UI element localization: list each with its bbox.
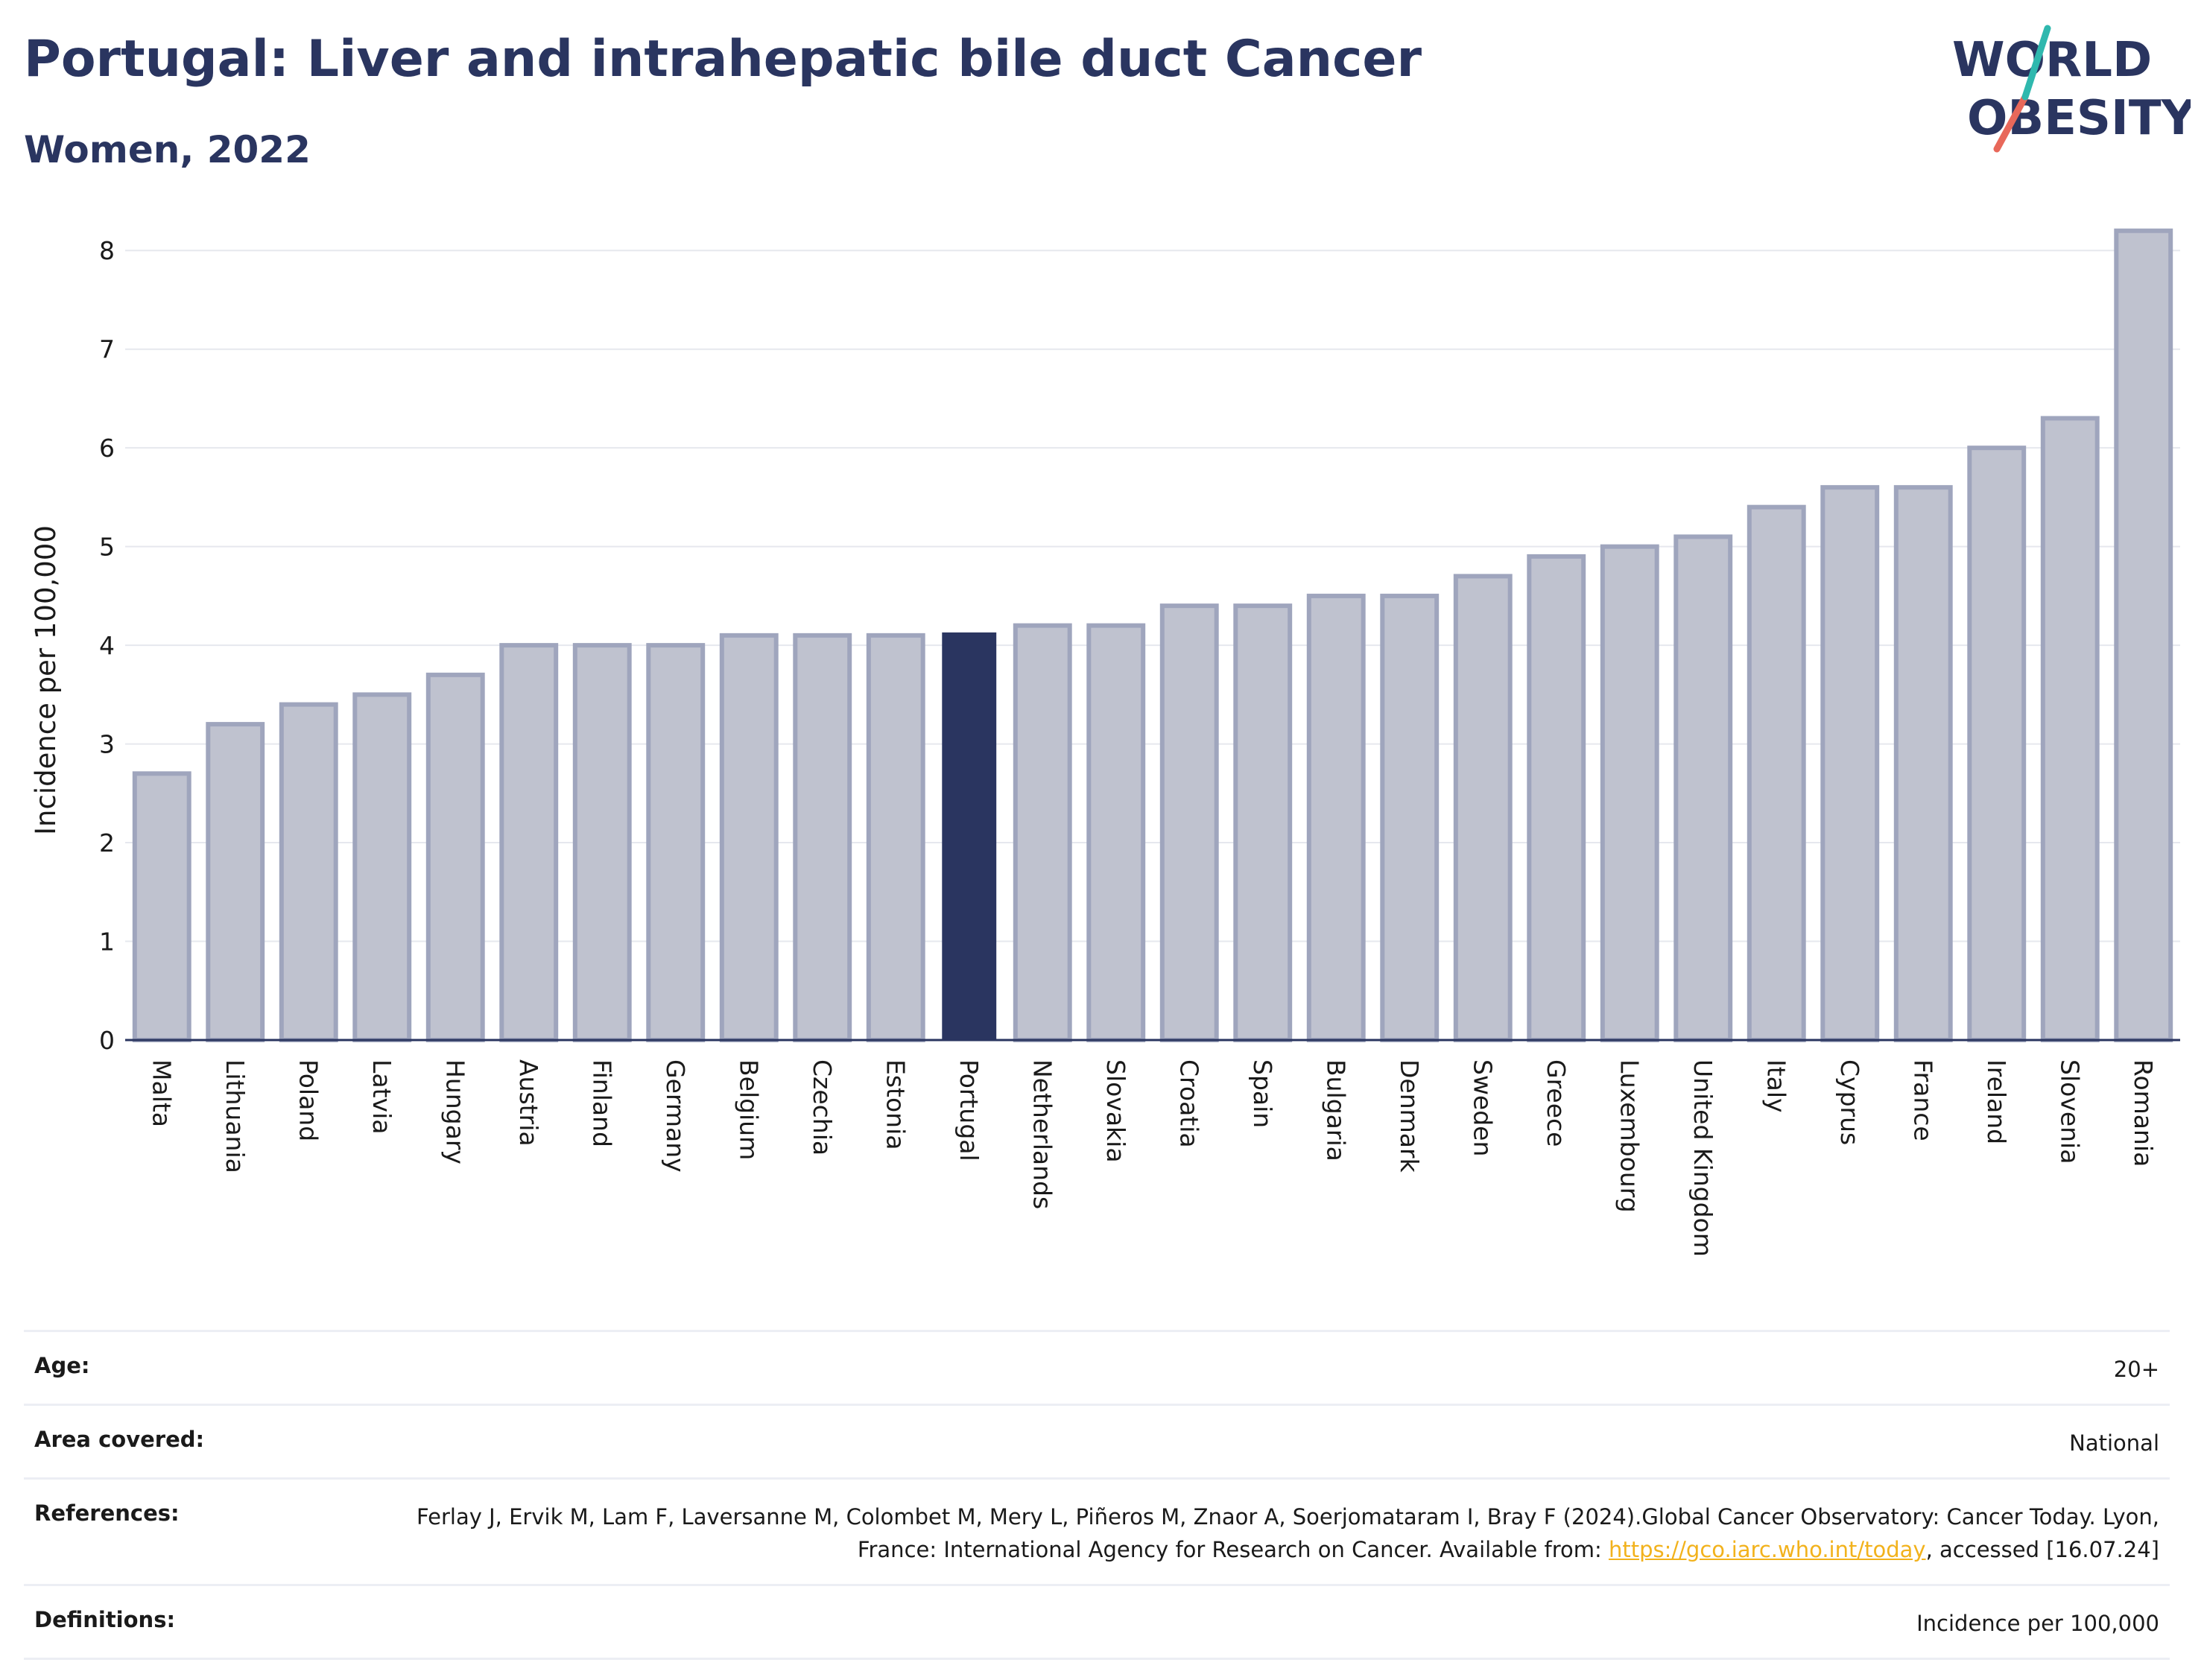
bar-luxembourg	[1600, 544, 1659, 1042]
bar-chart: 0 1 2 3 4 5 6 7 8 Incidence per 100,000 Malta Lithu…	[30, 228, 2180, 1257]
x-tick-label: Romania	[2129, 1059, 2158, 1167]
x-tick-label: Estonia	[881, 1059, 910, 1150]
reference-accessed: , accessed [16.07.24]	[1925, 1537, 2159, 1562]
meta-row-age: Age: 20+	[24, 1330, 2170, 1404]
bar-united-kingdom	[1673, 534, 1733, 1042]
y-tick-label: 8	[99, 236, 115, 265]
bar-france	[1893, 485, 1953, 1042]
x-tick-label: Belgium	[734, 1059, 763, 1160]
world-obesity-logo: WORLD OBESITY	[1952, 25, 2191, 153]
bar-romania	[2114, 228, 2173, 1042]
meta-value: Incidence per 100,000	[1916, 1611, 2159, 1636]
bar-malta	[132, 771, 191, 1043]
x-tick-label: Cyprus	[1835, 1059, 1864, 1145]
bar-italy	[1747, 504, 1806, 1042]
x-tick-label: Italy	[1761, 1059, 1790, 1113]
x-tick-label: Germany	[661, 1059, 690, 1173]
bar-spain	[1233, 603, 1293, 1042]
x-tick-label: Lithuania	[221, 1059, 250, 1173]
bar-finland	[572, 643, 632, 1042]
meta-value: National	[2069, 1430, 2159, 1456]
bar-greece	[1527, 554, 1586, 1042]
reference-text: Ferlay J, Ervik M, Lam F, Laversanne M, …	[417, 1504, 2159, 1562]
chart-title: Portugal: Liver and intrahepatic bile du…	[24, 30, 1422, 89]
bar-slovenia	[2040, 416, 2100, 1042]
x-tick-label: Latvia	[367, 1059, 396, 1134]
bar-czechia	[793, 633, 852, 1042]
x-tick-label: Denmark	[1395, 1059, 1424, 1173]
bar-austria	[499, 643, 559, 1042]
y-tick-label: 6	[99, 434, 115, 463]
x-tick-label: United Kingdom	[1688, 1059, 1717, 1257]
bar-belgium	[719, 633, 779, 1042]
x-tick-label: Slovakia	[1101, 1059, 1130, 1163]
x-tick-label: Luxembourg	[1615, 1059, 1644, 1213]
bar-latvia	[352, 692, 412, 1043]
reference-link[interactable]: https://gco.iarc.who.int/today	[1608, 1537, 1926, 1562]
x-tick-label: Netherlands	[1027, 1059, 1057, 1209]
bar-lithuania	[206, 722, 265, 1042]
x-tick-label: Portugal	[954, 1059, 984, 1161]
y-axis-label: Incidence per 100,000	[30, 525, 62, 835]
y-tick-label: 0	[99, 1026, 115, 1055]
bar-bulgaria	[1306, 593, 1366, 1042]
meta-key: References:	[34, 1500, 180, 1526]
svg-text:WORLD: WORLD	[1952, 33, 2152, 88]
x-tick-label: Slovenia	[2055, 1059, 2084, 1164]
bar-estonia	[866, 633, 925, 1042]
x-tick-label: Greece	[1542, 1059, 1571, 1147]
y-tick-label: 7	[99, 335, 115, 364]
x-tick-label: Croatia	[1174, 1059, 1203, 1148]
meta-key: Age:	[34, 1353, 90, 1378]
x-tick-label: Ireland	[1982, 1059, 2011, 1144]
meta-key: Definitions:	[34, 1607, 176, 1632]
bar-poland	[279, 702, 338, 1042]
bar-ireland	[1967, 446, 2027, 1042]
y-tick-label: 3	[99, 730, 115, 759]
meta-value: Ferlay J, Ervik M, Lam F, Laversanne M, …	[356, 1500, 2159, 1566]
x-tick-label: Malta	[147, 1059, 176, 1127]
x-tick-label: Bulgaria	[1321, 1059, 1350, 1161]
meta-key: Area covered:	[34, 1427, 205, 1452]
x-tick-label: Czechia	[808, 1059, 837, 1156]
bar-germany	[646, 643, 706, 1042]
bar-sweden	[1453, 574, 1513, 1042]
bar-portugal	[942, 632, 997, 1040]
chart-subtitle: Women, 2022	[24, 128, 311, 171]
metadata-table: Age: 20+ Area covered: National Referenc…	[24, 1330, 2170, 1660]
meta-row-area: Area covered: National	[24, 1404, 2170, 1477]
x-tick-label: Austria	[514, 1059, 543, 1147]
bar-netherlands	[1013, 623, 1072, 1042]
y-tick-label: 4	[99, 631, 115, 660]
bar-denmark	[1380, 593, 1440, 1042]
x-tick-label: Hungary	[440, 1059, 469, 1164]
meta-row-references: References: Ferlay J, Ervik M, Lam F, La…	[24, 1477, 2170, 1584]
bar-cyprus	[1820, 485, 1880, 1042]
y-tick-label: 2	[99, 828, 115, 858]
x-tick-label: Spain	[1248, 1059, 1277, 1128]
x-tick-label: Finland	[587, 1059, 616, 1147]
x-tick-label: Poland	[294, 1059, 323, 1141]
meta-row-definitions: Definitions: Incidence per 100,000	[24, 1584, 2170, 1660]
bar-slovakia	[1086, 623, 1146, 1042]
meta-value: 20+	[2113, 1357, 2159, 1382]
x-tick-label: France	[1908, 1059, 1937, 1141]
x-tick-label: Sweden	[1468, 1059, 1497, 1156]
y-tick-label: 1	[99, 928, 115, 957]
bar-croatia	[1159, 603, 1219, 1042]
bar-hungary	[425, 672, 485, 1042]
y-tick-label: 5	[99, 533, 115, 562]
